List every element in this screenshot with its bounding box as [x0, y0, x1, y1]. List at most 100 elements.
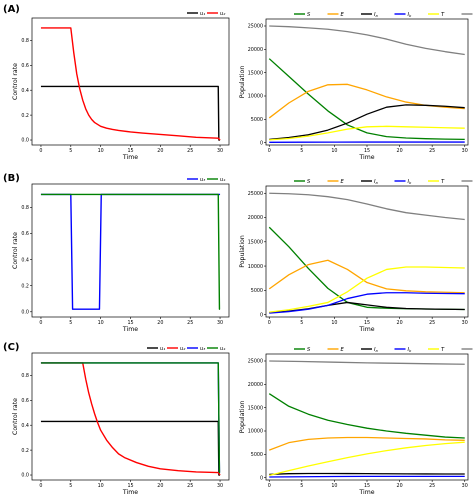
y-tick-label: 5000	[251, 288, 263, 294]
x-tick-label: 10	[98, 320, 104, 326]
legend-label-E: E	[341, 347, 345, 353]
legend-label-S: S	[307, 179, 311, 185]
x-tick-label: 30	[462, 320, 468, 326]
series-line-Ia	[269, 472, 465, 476]
x-tick-label: 15	[127, 148, 133, 154]
y-tick-label: 15000	[248, 239, 263, 245]
plot-frame	[31, 352, 230, 481]
y-tick-label: 20000	[248, 47, 263, 53]
y-tick-label: 10000	[248, 264, 263, 270]
x-tick-label: 30	[462, 483, 468, 489]
plot-frame	[31, 183, 230, 318]
plot-frame	[265, 353, 469, 481]
panel-label: (A)	[3, 4, 20, 15]
series-line-N	[269, 360, 465, 365]
plot-frame	[265, 18, 469, 146]
legend-label-E: E	[341, 179, 345, 185]
y-tick-label: 5000	[251, 452, 263, 458]
y-tick-label: 0.2	[21, 113, 29, 119]
x-tick-label: 0	[39, 148, 42, 154]
legend-label-u2: u₂	[220, 11, 225, 17]
x-tick-label: 15	[364, 148, 370, 154]
y-tick-label: 25000	[248, 24, 263, 30]
x-tick-label: 5	[300, 483, 303, 489]
y-tick-label: 10000	[248, 94, 263, 100]
x-tick-label: 20	[397, 483, 403, 489]
x-tick-label: 30	[462, 148, 468, 154]
x-tick-label: 15	[364, 320, 370, 326]
y-tick-label: 0	[260, 475, 263, 481]
y-tick-label: 0.8	[21, 373, 29, 379]
legend-label-u4: u₄	[220, 346, 226, 352]
x-axis-label: Time	[122, 326, 138, 333]
plot-frame	[265, 185, 469, 318]
y-tick-label: 20000	[248, 382, 263, 388]
x-tick-label: 10	[331, 483, 337, 489]
legend-label-u3: u₃	[200, 346, 205, 352]
x-tick-label: 10	[98, 148, 104, 154]
panel-label: (B)	[3, 173, 20, 184]
x-tick-label: 25	[187, 148, 193, 154]
x-tick-label: 5	[69, 320, 72, 326]
y-tick-label: 15000	[248, 70, 263, 76]
y-tick-label: 25000	[248, 359, 263, 365]
series-line-T	[269, 266, 465, 313]
x-tick-label: 30	[217, 320, 223, 326]
series-line-T	[269, 125, 465, 141]
legend-label-T: T	[441, 179, 445, 185]
legend-label-Ib: Ib	[408, 12, 413, 18]
series-line-u1	[40, 420, 221, 476]
panel-label: (C)	[3, 342, 19, 353]
series-group	[40, 27, 221, 141]
y-tick-label: 0.4	[21, 88, 29, 94]
x-tick-label: 0	[39, 483, 42, 489]
y-tick-label: 0.0	[21, 473, 29, 479]
x-tick-label: 30	[217, 148, 223, 154]
series-line-Ib	[269, 292, 465, 314]
y-axis-label: Control rate	[12, 63, 19, 100]
legend-label-u4: u₄	[220, 177, 226, 183]
x-tick-label: 5	[300, 320, 303, 326]
legend-label-T: T	[441, 347, 445, 353]
x-axis-label: Time	[122, 154, 138, 161]
series-group	[40, 362, 221, 476]
series-group	[268, 360, 465, 478]
x-tick-label: 15	[127, 483, 133, 489]
series-line-S	[268, 58, 465, 141]
series-group	[268, 192, 465, 314]
y-tick-label: 0.2	[21, 448, 29, 454]
y-tick-label: 0.8	[21, 205, 29, 211]
y-tick-label: 0	[260, 312, 263, 318]
chart-panel: 0 5 10 15 20 25 30 0.0 0.2 0.4 0.6 0.8 Time Control r…	[12, 177, 230, 333]
legend-label-Ia: Ia	[374, 12, 378, 18]
y-tick-label: 10000	[248, 429, 263, 435]
x-tick-label: 25	[429, 483, 435, 489]
y-axis-label: Population	[239, 235, 246, 268]
x-tick-label: 20	[397, 320, 403, 326]
legend-label-Ib: Ib	[408, 347, 413, 353]
x-tick-label: 30	[217, 483, 223, 489]
legend-label-S: S	[307, 12, 311, 18]
y-axis-label: Control rate	[12, 398, 19, 435]
y-tick-label: 0.2	[21, 283, 29, 289]
y-tick-label: 0.4	[21, 257, 29, 263]
x-tick-label: 15	[127, 320, 133, 326]
x-tick-label: 25	[187, 483, 193, 489]
y-tick-label: 15000	[248, 405, 263, 411]
series-line-S	[268, 393, 465, 439]
series-line-S	[268, 226, 465, 311]
legend-label-T: T	[441, 12, 445, 18]
series-line-u3	[40, 362, 221, 474]
x-tick-label: 25	[429, 320, 435, 326]
series-line-Ia	[269, 104, 465, 141]
series-group	[268, 25, 465, 143]
y-axis-label: Control rate	[12, 232, 19, 269]
legend-label-E: E	[341, 12, 345, 18]
x-tick-label: 20	[157, 148, 163, 154]
legend-label-u1: u₁	[160, 346, 165, 352]
legend-label-u1: u₁	[200, 11, 205, 17]
chart-panel: 0 5 10 15 20 25 30 0.0 0.2 0.4 0.6 0.8 Time Control r…	[12, 11, 230, 161]
legend-label-Ia: Ia	[374, 347, 378, 353]
y-tick-label: 0.8	[21, 38, 29, 44]
y-tick-label: 0.4	[21, 423, 29, 429]
